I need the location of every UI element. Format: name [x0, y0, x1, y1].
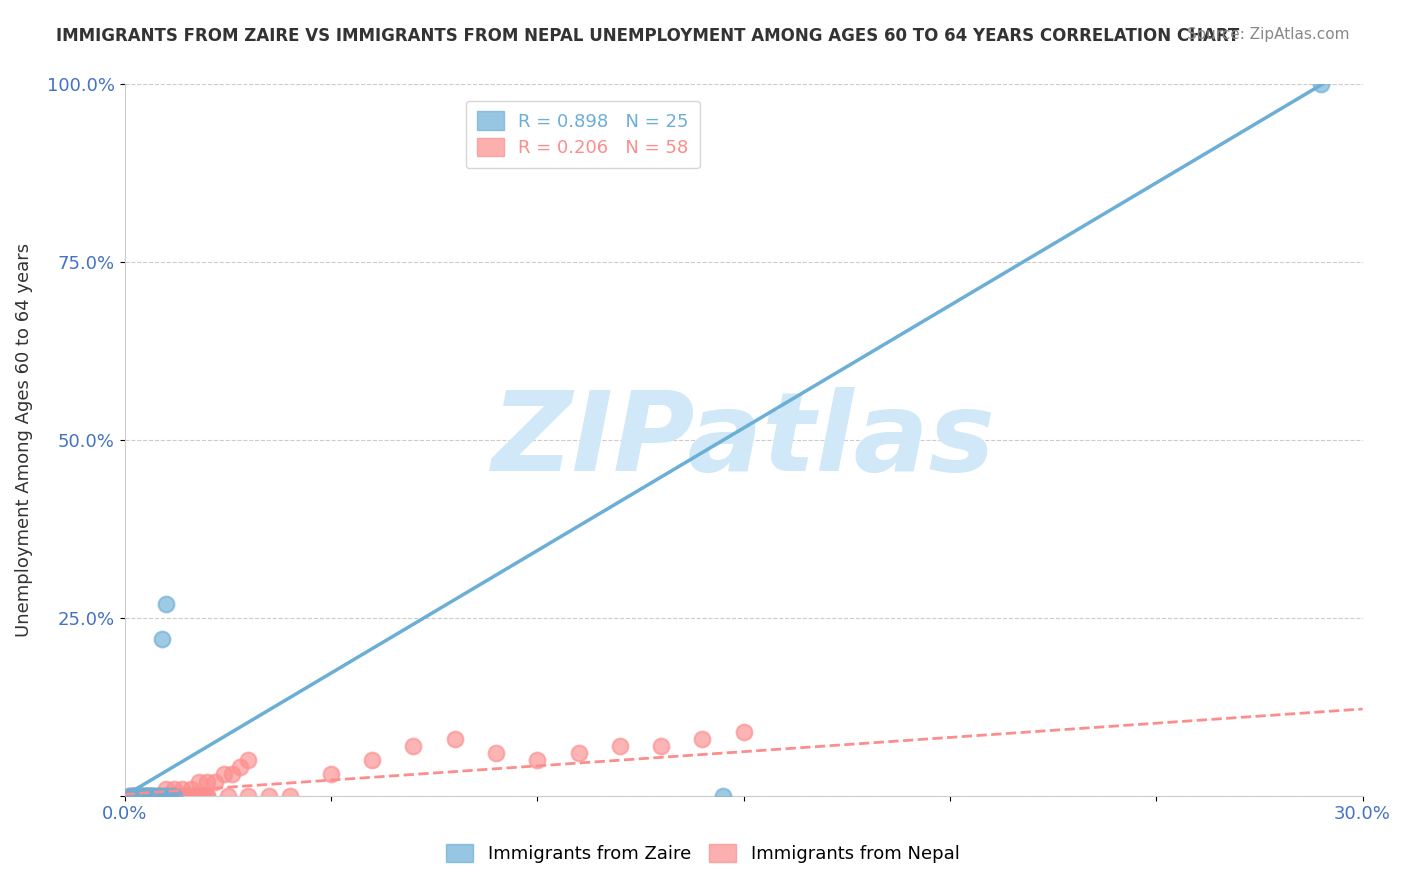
Point — [121, 789, 143, 803]
Point — [195, 789, 218, 803]
Point — [138, 789, 160, 803]
Point — [711, 789, 734, 803]
Point — [650, 739, 672, 753]
Point — [204, 774, 226, 789]
Point — [172, 781, 194, 796]
Point — [118, 789, 141, 803]
Point — [125, 789, 148, 803]
Point — [172, 789, 194, 803]
Point — [163, 789, 186, 803]
Point — [129, 789, 152, 803]
Point — [142, 789, 165, 803]
Point — [138, 789, 160, 803]
Point — [180, 781, 202, 796]
Point — [180, 789, 202, 803]
Point — [176, 789, 198, 803]
Point — [129, 789, 152, 803]
Point — [134, 789, 156, 803]
Point — [129, 789, 152, 803]
Legend: R = 0.898   N = 25, R = 0.206   N = 58: R = 0.898 N = 25, R = 0.206 N = 58 — [465, 101, 700, 169]
Point — [134, 789, 156, 803]
Point — [733, 724, 755, 739]
Legend: Immigrants from Zaire, Immigrants from Nepal: Immigrants from Zaire, Immigrants from N… — [436, 833, 970, 874]
Point — [176, 789, 198, 803]
Point — [187, 789, 209, 803]
Point — [155, 597, 177, 611]
Point — [138, 789, 160, 803]
Point — [229, 760, 252, 774]
Point — [155, 789, 177, 803]
Point — [146, 789, 169, 803]
Point — [125, 789, 148, 803]
Point — [1310, 78, 1333, 92]
Point — [129, 789, 152, 803]
Point — [150, 789, 173, 803]
Point — [142, 789, 165, 803]
Point — [142, 789, 165, 803]
Point — [238, 789, 260, 803]
Point — [155, 789, 177, 803]
Point — [142, 789, 165, 803]
Point — [146, 789, 169, 803]
Point — [195, 789, 218, 803]
Point — [238, 753, 260, 767]
Point — [692, 731, 714, 746]
Point — [134, 789, 156, 803]
Point — [138, 789, 160, 803]
Point — [319, 767, 342, 781]
Point — [125, 789, 148, 803]
Point — [191, 789, 214, 803]
Point — [150, 632, 173, 647]
Point — [146, 789, 169, 803]
Point — [184, 789, 207, 803]
Point — [167, 789, 190, 803]
Point — [134, 789, 156, 803]
Point — [361, 753, 384, 767]
Point — [125, 789, 148, 803]
Point — [221, 767, 243, 781]
Point — [567, 746, 589, 760]
Point — [443, 731, 465, 746]
Point — [163, 789, 186, 803]
Point — [163, 781, 186, 796]
Point — [150, 789, 173, 803]
Text: Source: ZipAtlas.com: Source: ZipAtlas.com — [1187, 27, 1350, 42]
Point — [121, 789, 143, 803]
Point — [257, 789, 280, 803]
Point — [155, 789, 177, 803]
Point — [402, 739, 425, 753]
Point — [278, 789, 301, 803]
Point — [195, 774, 218, 789]
Point — [187, 789, 209, 803]
Point — [485, 746, 508, 760]
Point — [217, 789, 239, 803]
Text: ZIPatlas: ZIPatlas — [492, 386, 995, 493]
Point — [526, 753, 548, 767]
Text: IMMIGRANTS FROM ZAIRE VS IMMIGRANTS FROM NEPAL UNEMPLOYMENT AMONG AGES 60 TO 64 : IMMIGRANTS FROM ZAIRE VS IMMIGRANTS FROM… — [56, 27, 1240, 45]
Point — [159, 789, 181, 803]
Point — [146, 789, 169, 803]
Point — [121, 789, 143, 803]
Point — [118, 789, 141, 803]
Point — [121, 789, 143, 803]
Point — [125, 789, 148, 803]
Y-axis label: Unemployment Among Ages 60 to 64 years: Unemployment Among Ages 60 to 64 years — [15, 243, 32, 637]
Point — [138, 789, 160, 803]
Point — [155, 781, 177, 796]
Point — [212, 767, 235, 781]
Point — [159, 789, 181, 803]
Point — [163, 789, 186, 803]
Point — [609, 739, 631, 753]
Point — [187, 774, 209, 789]
